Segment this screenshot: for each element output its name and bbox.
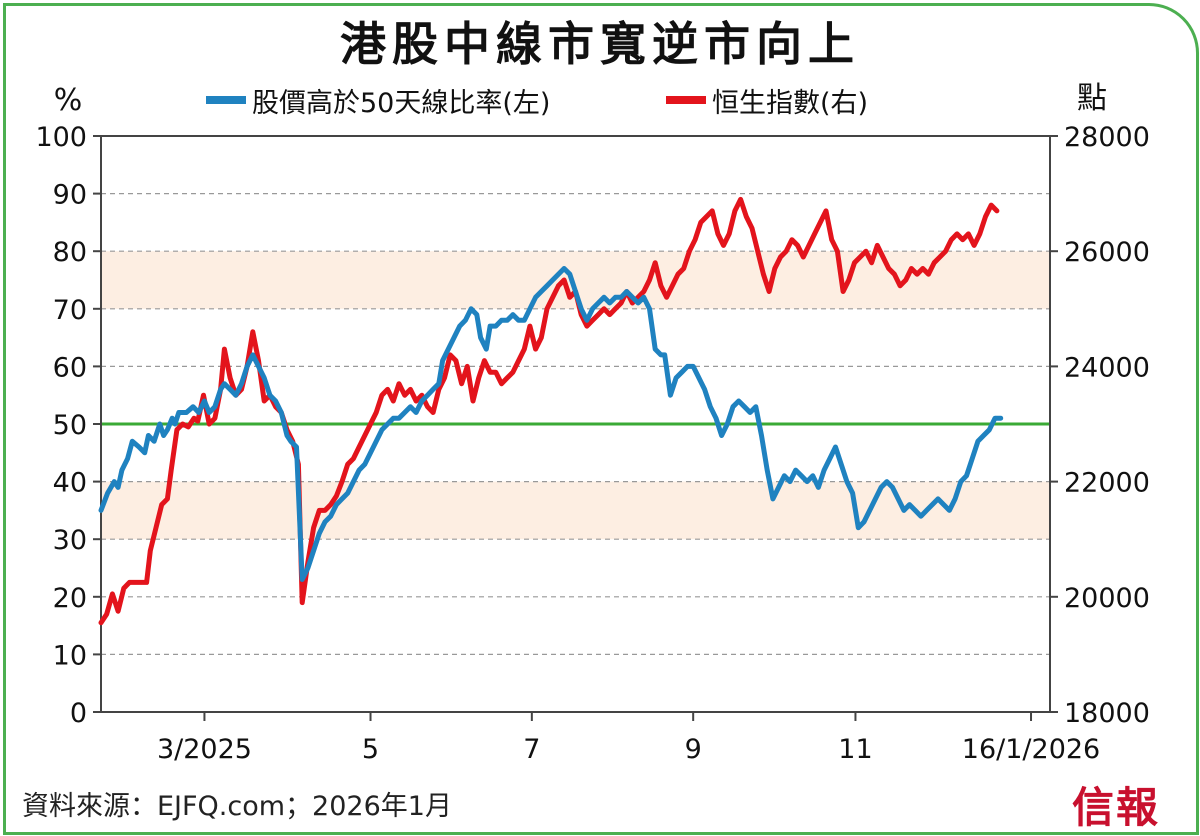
right-tick-label-4: 26000 — [1064, 237, 1150, 268]
source-note: 資料來源：EJFQ.com；2026年1月 — [22, 791, 452, 822]
left-tick-label-5: 50 — [53, 410, 87, 441]
right-tick-label-1: 20000 — [1064, 583, 1150, 614]
left-tick-label-10: 100 — [35, 122, 87, 153]
right-tick-label-5: 28000 — [1064, 122, 1150, 153]
right-tick-label-3: 24000 — [1064, 352, 1150, 383]
chart-title: 港股中線市寬逆市向上 — [340, 17, 860, 71]
x-axis-ticks: 3/2025 5 7 9 11 16/1/2026 — [157, 712, 1100, 765]
left-axis-unit: % — [54, 83, 83, 118]
left-tick-label-9: 90 — [53, 180, 87, 211]
highlight-band-1 — [101, 481, 1050, 540]
left-tick-label-0: 0 — [70, 698, 87, 729]
x-tick-label-4: 11 — [838, 734, 872, 765]
publisher-logo: 信報 — [1071, 783, 1160, 832]
right-tick-label-2: 22000 — [1064, 468, 1150, 499]
x-tick-label-5: 16/1/2026 — [962, 734, 1100, 765]
left-tick-label-8: 80 — [53, 237, 87, 268]
left-tick-label-7: 70 — [53, 295, 87, 326]
right-tick-label-0: 18000 — [1064, 698, 1150, 729]
left-tick-label-3: 30 — [53, 525, 87, 556]
right-axis-unit: 點 — [1077, 81, 1107, 116]
x-tick-label-2: 7 — [523, 734, 540, 765]
x-tick-label-3: 9 — [685, 734, 702, 765]
left-tick-label-6: 60 — [53, 352, 87, 383]
x-tick-label-1: 5 — [362, 734, 379, 765]
left-tick-label-1: 10 — [53, 640, 87, 671]
legend-label-breadth: 股價高於50天線比率(左) — [252, 88, 550, 119]
series-breadth-line — [98, 266, 1004, 582]
legend: 股價高於50天線比率(左) 恒生指數(右) — [206, 88, 868, 119]
series-group — [98, 196, 1004, 626]
x-tick-label-0: 3/2025 — [157, 734, 252, 765]
left-tick-label-2: 20 — [53, 583, 87, 614]
right-axis-ticks: 18000 20000 22000 24000 26000 28000 — [1050, 122, 1150, 729]
legend-label-hsi: 恒生指數(右) — [712, 88, 868, 119]
left-axis-ticks: 0 10 20 30 40 50 60 70 80 90 100 — [35, 122, 101, 729]
left-tick-label-4: 40 — [53, 468, 87, 499]
